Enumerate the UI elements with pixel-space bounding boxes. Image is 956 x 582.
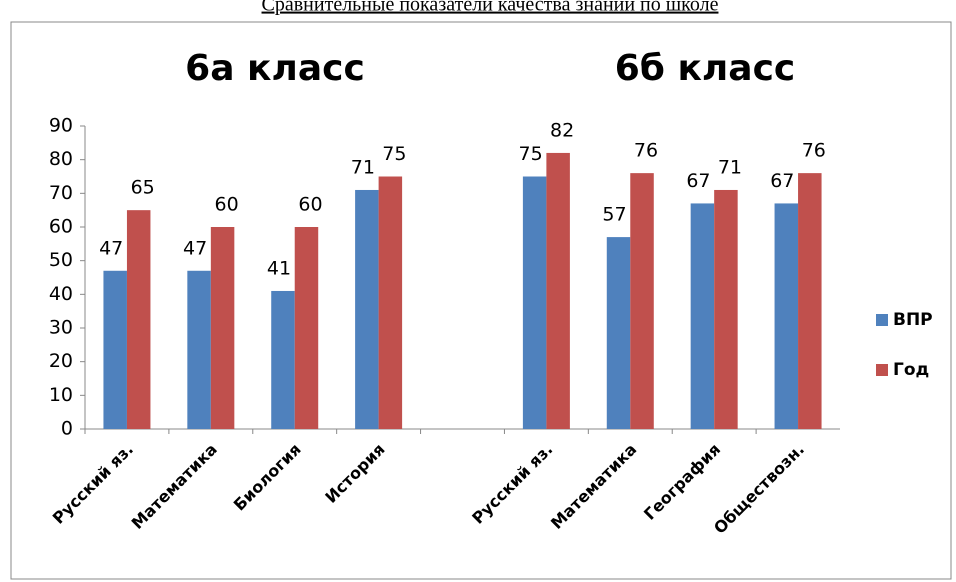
bar	[690, 203, 715, 429]
bar	[378, 176, 403, 429]
y-tick-label: 10	[49, 384, 73, 406]
value-label: 65	[131, 177, 155, 199]
value-label: 47	[183, 237, 207, 259]
bar	[522, 176, 547, 429]
annotation: 6а класс	[185, 48, 365, 89]
annotation: 6б класс	[615, 48, 796, 89]
bar	[546, 152, 570, 429]
value-label: 75	[382, 143, 406, 165]
value-label: 57	[602, 204, 626, 226]
y-tick-label: 20	[49, 350, 73, 372]
bar	[294, 227, 319, 429]
y-tick-label: 80	[49, 148, 73, 170]
legend-label: ВПР	[893, 310, 933, 330]
bar	[210, 227, 235, 429]
value-label: 47	[99, 237, 123, 259]
bar	[714, 189, 738, 429]
bar	[606, 237, 631, 429]
value-label: 60	[214, 194, 238, 216]
y-tick-label: 70	[49, 182, 73, 204]
bar	[774, 203, 799, 429]
value-label: 76	[802, 140, 826, 162]
bar	[355, 189, 379, 429]
y-tick-label: 60	[49, 216, 73, 238]
legend-label: Год	[893, 360, 929, 380]
value-label: 67	[686, 170, 710, 192]
value-label: 67	[770, 170, 794, 192]
legend-swatch	[876, 314, 888, 326]
value-label: 41	[267, 257, 291, 279]
bar	[798, 173, 822, 429]
value-label: 76	[634, 140, 658, 162]
bar	[126, 210, 151, 429]
value-label: 71	[718, 156, 742, 178]
value-label: 60	[298, 194, 322, 216]
value-label: 82	[550, 119, 574, 141]
value-label: 75	[519, 143, 543, 165]
y-tick-label: 30	[49, 317, 73, 339]
y-tick-label: 90	[49, 115, 73, 137]
bar	[103, 270, 127, 429]
bar	[271, 290, 295, 429]
y-tick-label: 0	[61, 418, 73, 440]
bar	[630, 173, 654, 429]
bar	[187, 270, 211, 429]
legend-swatch	[876, 364, 888, 376]
y-tick-label: 40	[49, 283, 73, 305]
value-label: 71	[351, 156, 375, 178]
y-tick-label: 50	[49, 249, 73, 271]
chart-title: Сравнительные показатели качества знаний…	[262, 0, 719, 16]
